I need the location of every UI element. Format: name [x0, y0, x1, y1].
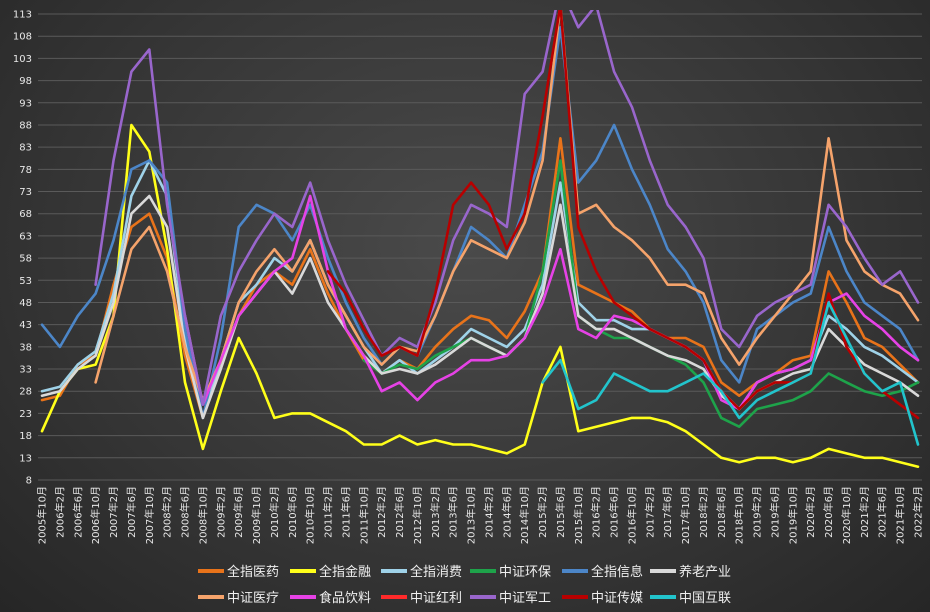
x-tick-label: 2008年2月 [161, 486, 174, 538]
y-tick-label: 58 [19, 254, 32, 265]
legend-label: 中证传媒 [591, 591, 643, 606]
y-tick-label: 83 [19, 143, 32, 154]
x-tick-label: 2020年6月 [822, 486, 835, 538]
x-tick-label: 2017年10月 [679, 486, 692, 544]
legend-label: 全指消费 [410, 564, 462, 580]
series-line-6 [94, 10, 920, 402]
y-tick-label: 88 [19, 120, 32, 131]
y-tick-label: 98 [19, 76, 32, 87]
y-tick-label: 108 [13, 32, 32, 43]
x-tick-label: 2013年2月 [429, 486, 442, 538]
x-tick-label: 2009年2月 [214, 486, 227, 538]
x-tick-label: 2011年10月 [357, 486, 370, 544]
gridlines [38, 13, 922, 481]
x-tick-label: 2014年6月 [500, 486, 513, 538]
x-tick-label: 2010年6月 [286, 486, 299, 538]
x-tick-label: 2017年6月 [661, 486, 674, 538]
x-tick-label: 2008年10月 [196, 486, 209, 544]
legend-label: 中证医疗 [227, 591, 279, 606]
x-tick-label: 2013年10月 [465, 486, 478, 544]
series-line-10 [326, 10, 920, 420]
series-lines [40, 10, 920, 468]
y-tick-label: 33 [19, 365, 32, 376]
y-tick-label: 78 [19, 165, 32, 176]
y-tick-label: 8 [26, 476, 32, 487]
series-line-9 [94, 10, 920, 406]
y-tick-label: 103 [13, 54, 32, 65]
x-tick-label: 2008年6月 [179, 486, 192, 538]
x-tick-label: 2016年2月 [590, 486, 603, 538]
series-line-7 [183, 194, 920, 411]
x-tick-label: 2021年6月 [876, 486, 889, 538]
x-tick-label: 2014年2月 [482, 486, 495, 538]
x-tick-label: 2015年6月 [554, 486, 567, 538]
y-tick-label: 68 [19, 209, 32, 220]
y-axis: 8 13 18 23 28 33 38 43 48 53 58 63 68 73 78 83 88 93 98 103… [13, 10, 32, 487]
y-tick-label: 63 [19, 231, 32, 242]
y-tick-label: 53 [19, 276, 32, 287]
x-tick-label: 2006年2月 [53, 486, 66, 538]
legend-label: 全指医药 [227, 564, 279, 580]
legend-label: 中证环保 [499, 565, 551, 580]
x-tick-label: 2016年6月 [608, 486, 621, 538]
x-tick-label: 2012年6月 [393, 486, 406, 538]
y-tick-label: 113 [13, 10, 32, 21]
x-tick-label: 2009年6月 [232, 486, 245, 538]
x-tick-label: 2011年6月 [339, 486, 352, 538]
y-tick-label: 73 [19, 187, 32, 198]
y-tick-label: 28 [19, 387, 32, 398]
x-tick-label: 2005年10月 [36, 486, 49, 544]
series-line-11 [541, 301, 920, 446]
x-tick-label: 2019年2月 [751, 486, 764, 538]
x-tick-label: 2020年10月 [840, 486, 853, 544]
x-tick-label: 2007年6月 [125, 486, 138, 538]
y-tick-label: 18 [19, 431, 32, 442]
x-tick-label: 2018年10月 [733, 486, 746, 544]
x-tick-label: 2019年6月 [768, 486, 781, 538]
x-tick-label: 2009年10月 [250, 486, 263, 544]
x-axis: 2005年10月 2006年2月 2006年6月 2006年10月 2007年2月 200… [36, 486, 925, 544]
x-tick-label: 2012年10月 [411, 486, 424, 544]
x-tick-label: 2018年6月 [715, 486, 728, 538]
x-tick-label: 2019年10月 [786, 486, 799, 544]
legend-label: 中证军工 [499, 591, 551, 606]
x-tick-label: 2016年10月 [625, 486, 638, 544]
y-tick-label: 93 [19, 98, 32, 109]
x-tick-label: 2007年2月 [107, 486, 120, 538]
x-tick-label: 2018年2月 [697, 486, 710, 538]
legend-label: 中国互联 [679, 591, 731, 606]
legend-label: 全指金融 [319, 564, 371, 580]
x-tick-label: 2015年10月 [572, 486, 585, 544]
x-tick-label: 2020年2月 [804, 486, 817, 538]
x-tick-label: 2017年2月 [643, 486, 656, 538]
x-tick-label: 2021年10月 [894, 486, 907, 544]
x-tick-label: 2006年10月 [89, 486, 102, 544]
y-tick-label: 13 [19, 453, 32, 464]
x-tick-label: 2011年2月 [322, 486, 335, 538]
x-tick-label: 2010年10月 [304, 486, 317, 544]
x-tick-label: 2013年6月 [447, 486, 460, 538]
y-tick-label: 48 [19, 298, 32, 309]
x-tick-label: 2022年2月 [912, 486, 925, 538]
x-tick-label: 2010年2月 [268, 486, 281, 538]
series-line-1 [40, 123, 920, 468]
x-tick-label: 2015年2月 [536, 486, 549, 538]
x-tick-label: 2014年10月 [518, 486, 531, 544]
x-tick-label: 2006年6月 [71, 486, 84, 538]
legend-label: 养老产业 [679, 564, 731, 580]
legend-label: 全指信息 [591, 564, 643, 580]
y-tick-label: 23 [19, 409, 32, 420]
y-tick-label: 38 [19, 342, 32, 353]
x-tick-label: 2021年2月 [858, 486, 871, 538]
legend-label: 中证红利 [410, 590, 462, 606]
x-tick-label: 2012年2月 [375, 486, 388, 538]
legend-label: 食品饮料 [319, 590, 371, 606]
x-tick-label: 2007年10月 [143, 486, 156, 544]
y-tick-label: 43 [19, 320, 32, 331]
